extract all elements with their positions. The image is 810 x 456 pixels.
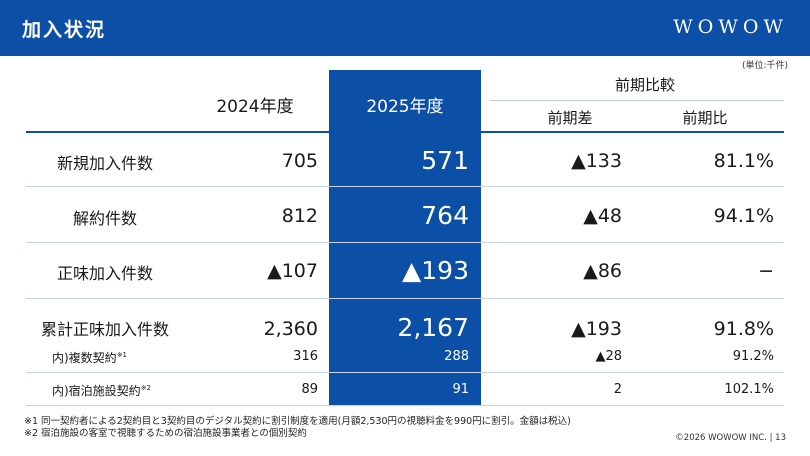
comparison-divider <box>490 100 784 101</box>
column-header-fy2025: 2025年度 <box>366 97 444 117</box>
copyright-page-number: ©2026 WOWOW INC. | 13 <box>675 433 786 443</box>
fy2025-highlight-column <box>329 70 481 405</box>
value-fy2025: 288 <box>444 349 469 364</box>
row-label: 累計正味加入件数 <box>40 320 169 339</box>
row-label: 内)複数契約※1 <box>52 351 128 365</box>
header-rule <box>26 131 784 133</box>
value-ratio: − <box>758 260 774 282</box>
value-fy2024: 812 <box>281 205 318 227</box>
value-fy2025: 91 <box>452 382 469 397</box>
row-divider <box>26 242 784 243</box>
footnote-1: ※1 同一契約者による2契約目と3契約目のデジタル契約に割引制度を適用(月額2,… <box>24 416 571 427</box>
value-fy2024: 705 <box>281 150 318 172</box>
column-header-ratio: 前期比 <box>682 109 728 127</box>
value-diff: ▲28 <box>595 349 622 364</box>
column-header-comparison: 前期比較 <box>614 76 675 94</box>
row-divider <box>26 372 784 373</box>
wowow-logo: WOWOW <box>673 16 788 38</box>
row-divider <box>26 405 784 406</box>
value-fy2025: ▲193 <box>402 256 469 285</box>
footnote-mark: ※2 <box>140 384 152 392</box>
slide-title: 加入状況 <box>22 19 107 41</box>
slide-header: 加入状況 WOWOW <box>0 0 810 56</box>
value-ratio: 91.8% <box>713 318 774 340</box>
value-ratio: 94.1% <box>713 205 774 227</box>
footnotes: ※1 同一契約者による2契約目と3契約目のデジタル契約に割引制度を適用(月額2,… <box>24 416 571 440</box>
row-divider <box>26 186 784 187</box>
column-header-diff: 前期差 <box>547 109 593 127</box>
value-diff: ▲193 <box>571 318 622 340</box>
footnote-2: ※2 宿泊施設の客室で視聴するための宿泊施設事業者との個別契約 <box>24 428 307 439</box>
footnote-mark: ※1 <box>116 351 128 359</box>
value-fy2025: 764 <box>421 201 469 230</box>
unit-note: (単位:千件) <box>741 61 788 71</box>
value-ratio: 81.1% <box>713 150 774 172</box>
value-fy2024: ▲107 <box>267 260 318 282</box>
value-diff: ▲48 <box>583 205 622 227</box>
value-diff: 2 <box>613 382 622 397</box>
row-label: 正味加入件数 <box>56 264 153 283</box>
value-fy2025: 571 <box>421 146 469 175</box>
value-fy2024: 2,360 <box>263 318 318 340</box>
column-header-fy2024: 2024年度 <box>216 97 294 117</box>
row-divider <box>26 298 784 299</box>
value-diff: ▲86 <box>583 260 622 282</box>
value-ratio: 91.2% <box>732 349 774 364</box>
value-ratio: 102.1% <box>724 382 774 397</box>
row-label: 新規加入件数 <box>56 154 153 173</box>
value-diff: ▲133 <box>571 150 622 172</box>
value-fy2024: 89 <box>301 382 318 397</box>
row-label: 解約件数 <box>72 209 137 228</box>
value-fy2024: 316 <box>293 349 318 364</box>
value-fy2025: 2,167 <box>397 313 469 342</box>
row-label: 内)宿泊施設契約※2 <box>52 384 152 398</box>
